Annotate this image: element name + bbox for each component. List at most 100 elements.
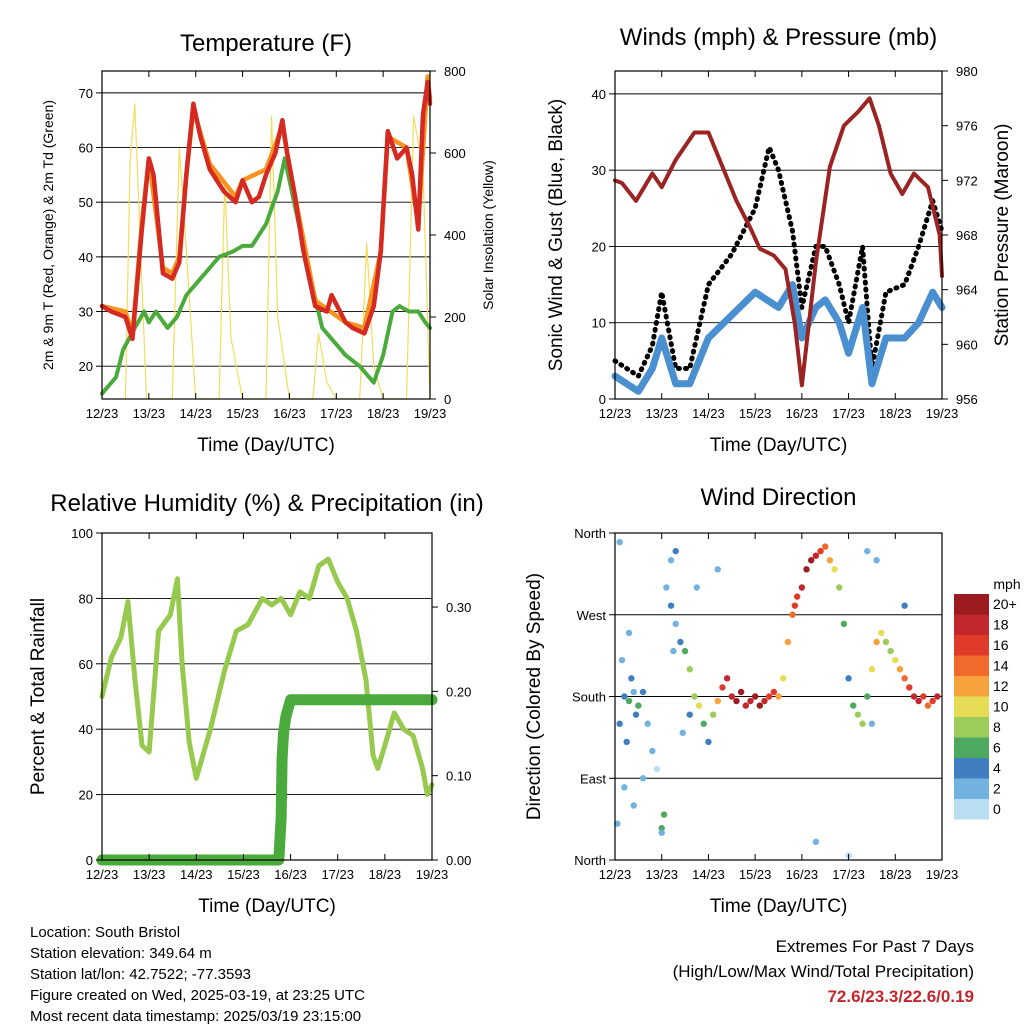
colorbar-label: 12: [993, 678, 1009, 694]
direction-point: [836, 584, 843, 591]
x-tick-label: 18/23: [367, 406, 400, 421]
y-tick-label: 60: [79, 141, 93, 156]
direction-point: [719, 684, 726, 691]
x-tick-label: 16/23: [273, 406, 306, 421]
direction-point: [705, 738, 712, 746]
direction-point: [679, 729, 686, 737]
direction-point: [632, 711, 640, 718]
y-right-tick-label: 600: [444, 146, 466, 161]
direction-point: [845, 675, 852, 682]
y-right-tick-label: 400: [444, 228, 466, 243]
x-tick-label: 17/23: [832, 406, 865, 421]
y-right-tick-label: 972: [956, 173, 978, 188]
direction-point: [660, 811, 668, 818]
direction-chart: Wind Direction 12/23 13/23 14/23 15/23 16/23 1…: [524, 484, 958, 917]
colorbar-label: 16: [993, 637, 1009, 653]
series-line-gust: [612, 144, 945, 379]
colorbar-swatch: [954, 696, 989, 717]
x-tick-label: 12/23: [86, 867, 119, 882]
direction-point: [672, 620, 679, 628]
x-tick-label: 13/23: [645, 406, 678, 421]
station-info: Location: South Bristol Station elevatio…: [30, 922, 365, 1027]
direction-point: [808, 557, 815, 564]
direction-point: [733, 697, 740, 705]
direction-point: [667, 602, 675, 609]
series-layer: [614, 538, 941, 859]
x-tick-label: 14/23: [180, 867, 213, 882]
y-axis-label: Percent & Total Rainfall: [28, 598, 49, 795]
direction-point: [686, 711, 693, 718]
x-tick-label: 19/23: [926, 406, 959, 421]
chart-title: Temperature (F): [180, 30, 352, 57]
colorbar: mph 20+ 18 16 14 12 10 8 6 4 2 0: [954, 576, 1021, 820]
y-axis-label: Direction (Colored By Speed): [524, 573, 545, 820]
direction-point: [639, 688, 647, 696]
direction-point: [644, 720, 651, 727]
direction-point: [667, 557, 675, 564]
direction-point: [714, 566, 721, 573]
y-tick-label: 30: [79, 305, 93, 320]
y-tick-label: South: [572, 690, 606, 705]
series-line-station-pressure: [613, 96, 944, 388]
chart-title: Relative Humidity (%) & Precipitation (i…: [50, 490, 483, 517]
y-tick-label: 100: [71, 526, 93, 541]
x-tick-label: 17/23: [832, 867, 865, 882]
direction-point: [878, 629, 885, 637]
chart-title: Wind Direction: [700, 484, 856, 511]
direction-point: [649, 747, 656, 755]
x-tick-label: 19/23: [926, 867, 959, 882]
series-line-2m-t: [99, 79, 433, 342]
direction-point: [859, 720, 866, 727]
direction-point: [714, 697, 721, 705]
direction-point: [901, 602, 908, 609]
direction-point: [639, 775, 647, 782]
y-right-tick-label: 980: [956, 64, 978, 79]
direction-point: [892, 656, 899, 664]
y-right-axis-label: Solar Insolation (Yellow): [480, 160, 496, 310]
y-tick-label: 40: [79, 250, 93, 265]
direction-point: [630, 802, 637, 809]
x-tick-label: 14/23: [179, 406, 212, 421]
y-right-tick-label: 0.20: [446, 684, 471, 699]
direction-point: [693, 584, 700, 591]
colorbar-swatch: [954, 737, 989, 758]
direction-point: [817, 547, 824, 555]
x-axis-label: Time (Day/UTC): [198, 896, 336, 917]
y-right-tick-label: 956: [956, 392, 978, 407]
direction-point: [784, 638, 792, 646]
direction-point: [770, 688, 778, 696]
y-right-tick-label: 0.30: [446, 600, 471, 615]
direction-point: [628, 675, 635, 682]
colorbar-label: 0: [993, 801, 1001, 817]
series-line-2m-td: [100, 156, 432, 396]
direction-point: [906, 684, 913, 691]
x-tick-label: 18/23: [879, 867, 912, 882]
direction-point: [765, 693, 773, 700]
direction-point: [728, 693, 735, 700]
direction-point: [910, 693, 918, 700]
y-right-tick-label: 0.10: [446, 769, 471, 784]
direction-point: [803, 566, 810, 573]
x-tick-label: 13/23: [645, 867, 678, 882]
x-tick-label: 16/23: [274, 867, 307, 882]
direction-point: [924, 702, 932, 709]
colorbar-title: mph: [993, 576, 1020, 592]
y-axis-label: Sonic Wind & Gust (Blue, Black): [546, 99, 567, 371]
x-tick-label: 15/23: [226, 406, 259, 421]
extremes-box: Extremes For Past 7 Days (High/Low/Max W…: [673, 934, 974, 1009]
y-tick-label: 10: [592, 316, 606, 331]
x-tick-label: 13/23: [133, 406, 166, 421]
direction-point: [614, 820, 621, 827]
direction-point: [882, 638, 890, 646]
y-tick-label: North: [574, 526, 606, 541]
colorbar-label: 14: [993, 658, 1009, 674]
direction-point: [742, 702, 749, 709]
direction-point: [709, 711, 717, 718]
colorbar-label: 2: [993, 781, 1001, 797]
direction-point: [791, 602, 799, 609]
direction-point: [901, 675, 908, 682]
series-line-sonic-wind: [611, 281, 946, 395]
recent-timestamp: Most recent data timestamp: 2025/03/19 2…: [30, 1008, 362, 1025]
temperature-chart: Temperature (F) 12/23 13/23 14/23 15/23 16/23…: [40, 30, 496, 456]
